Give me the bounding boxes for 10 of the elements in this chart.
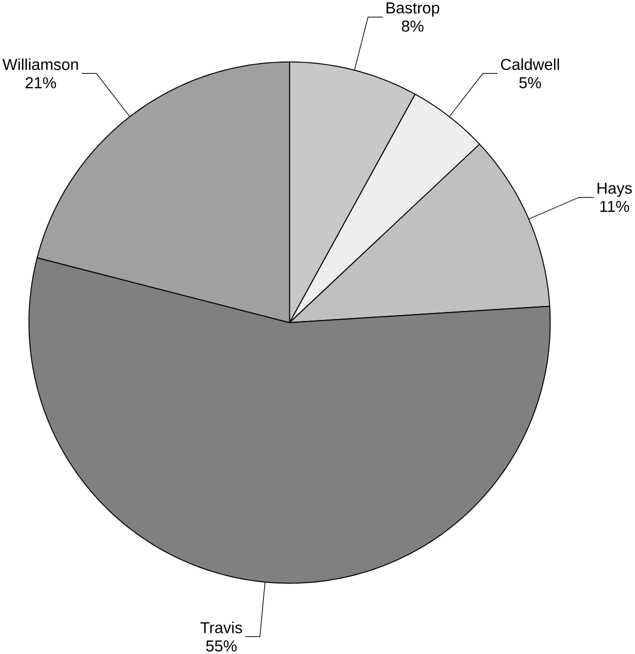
data-label: 5% [519,77,542,88]
data-label: 11% [600,200,630,212]
slice-label: Caldwell [501,58,560,70]
slice-label: Travis [200,622,242,634]
data-label: 55% [206,640,237,652]
slice-label: Bastrop [386,2,440,17]
slice-label: Hays [598,182,632,197]
data-label: 21% [26,77,56,88]
data-label: 8% [402,20,424,32]
slice-label: Williamson [2,58,78,70]
